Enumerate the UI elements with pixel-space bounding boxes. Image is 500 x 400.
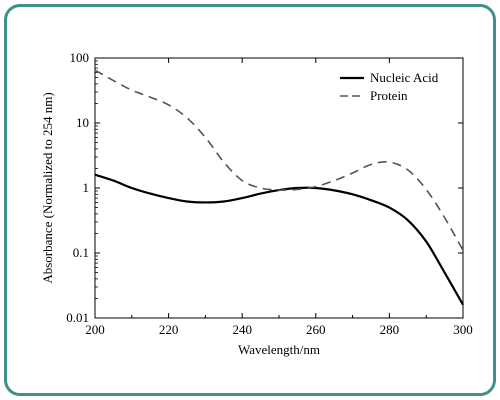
y-tick-label: 0.1 <box>73 245 89 260</box>
x-tick-label: 220 <box>159 322 179 337</box>
y-tick-label: 1 <box>83 180 90 195</box>
y-tick-label: 0.01 <box>66 310 89 325</box>
x-tick-label: 260 <box>306 322 326 337</box>
series-line-nucleic-acid <box>94 173 464 306</box>
series-line-protein <box>94 69 464 251</box>
series-layer <box>94 69 464 306</box>
y-tick-label: 100 <box>70 50 90 65</box>
x-tick-label: 200 <box>85 322 105 337</box>
x-tick-label: 300 <box>453 322 473 337</box>
y-tick-label: 10 <box>76 115 89 130</box>
legend: Nucleic Acid Protein <box>340 70 439 103</box>
chart-frame <box>4 4 496 396</box>
x-tick-label: 280 <box>380 322 400 337</box>
axis-ticks: 200 220 240 260 280 300 0.01 0.1 1 10 100 <box>66 50 473 337</box>
x-axis-title: Wavelength/nm <box>238 342 320 357</box>
legend-label: Protein <box>370 88 408 103</box>
legend-label: Nucleic Acid <box>370 70 439 85</box>
x-tick-label: 240 <box>232 322 252 337</box>
y-axis-title: Absorbance (Normalized to 254 nm) <box>40 92 55 283</box>
